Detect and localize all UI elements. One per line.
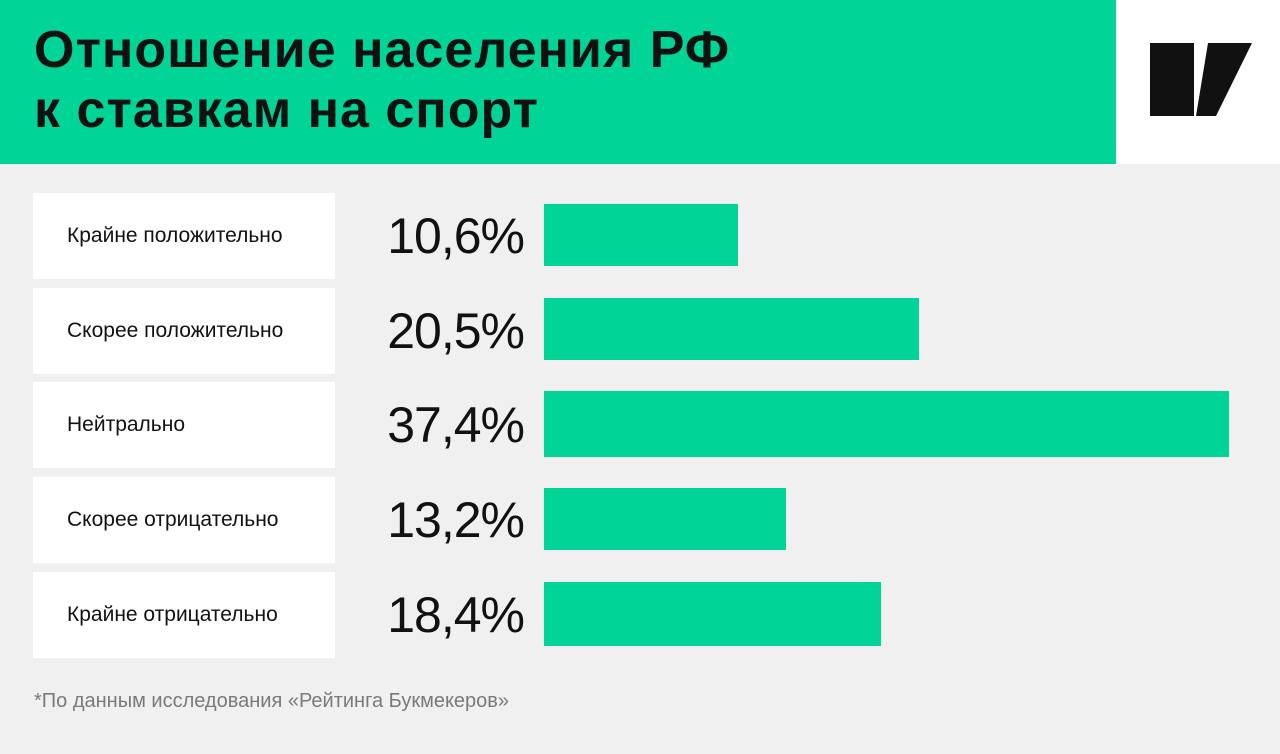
category-label: Крайне отрицательно xyxy=(33,572,335,658)
bar xyxy=(544,298,919,360)
title-line-2: к ставкам на спорт xyxy=(34,81,540,139)
data-label: 13,2% xyxy=(387,492,525,548)
logo xyxy=(1116,0,1280,164)
title-line-1: Отношение населения РФ xyxy=(34,21,731,79)
category-label: Крайне положительно xyxy=(33,193,335,279)
bar xyxy=(544,391,1229,457)
footnote: *По данным исследования «Рейтинга Букмек… xyxy=(34,690,510,712)
data-label: 10,6% xyxy=(387,208,525,264)
header-banner: Отношение населения РФ к ставкам на спор… xyxy=(0,0,1116,164)
category-label: Нейтрально xyxy=(33,382,335,468)
bar xyxy=(544,488,786,550)
category-label: Скорее положительно xyxy=(33,288,335,374)
slash-logo-icon xyxy=(1150,43,1252,116)
category-label: Скорее отрицательно xyxy=(33,477,335,563)
bar xyxy=(544,582,881,646)
chart-title: Отношение населения РФ к ставкам на спор… xyxy=(34,20,730,140)
data-label: 18,4% xyxy=(387,587,525,643)
data-label: 20,5% xyxy=(387,303,525,359)
data-label: 37,4% xyxy=(387,397,525,453)
bar xyxy=(544,204,738,266)
